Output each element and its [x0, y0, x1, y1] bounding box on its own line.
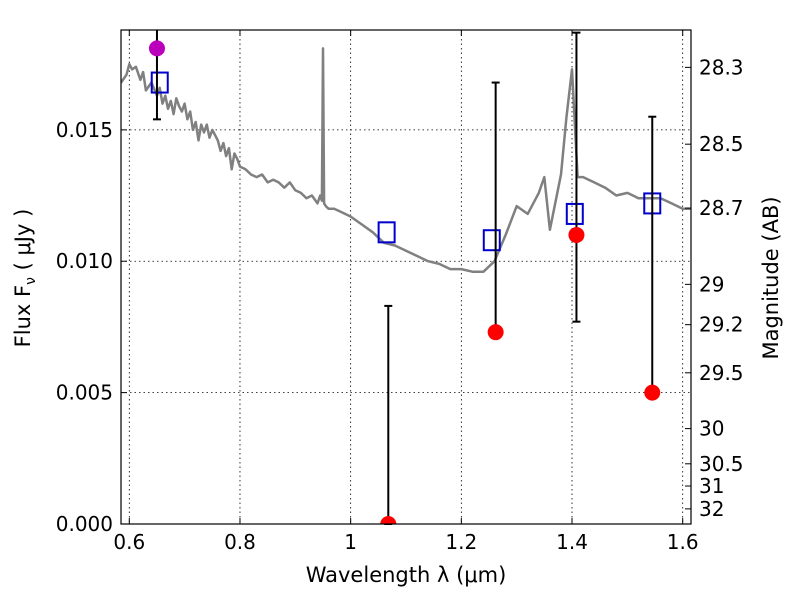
y-tick-label: 0.010: [56, 249, 113, 273]
mag-tick-label: 29: [699, 272, 724, 296]
x-tick-label: 0.8: [224, 530, 256, 554]
mag-tick-label: 29.2: [699, 313, 744, 337]
x-axis-title: Wavelength λ (μm): [306, 563, 507, 587]
x-tick-label: 0.6: [113, 530, 145, 554]
observed-point: [644, 384, 661, 401]
plot-frame: [120, 29, 692, 525]
y2-axis-title: Magnitude (AB): [759, 196, 783, 359]
x-tick-label: 1.4: [556, 530, 588, 554]
mag-tick-label: 30.5: [699, 452, 744, 476]
observed-point: [568, 226, 585, 243]
grid-lines: [121, 30, 691, 524]
y-tick-label: 0.015: [56, 118, 113, 142]
model-band-square: [482, 229, 501, 252]
mag-tick-label: 30: [699, 417, 724, 441]
mag-tick-label: 28.3: [699, 55, 744, 79]
mag-tick-label: 29.5: [699, 361, 744, 385]
mag-tick-label: 28.5: [699, 132, 744, 156]
y-axis-title-subscript: ν: [23, 277, 39, 285]
model-band-square: [150, 71, 169, 94]
y-tick-label: 0.000: [56, 512, 113, 536]
y-axis-title-main: Flux F: [11, 285, 35, 347]
x-tick-label: 1.2: [445, 530, 477, 554]
x-tick-label: 1.6: [667, 530, 699, 554]
mag-tick-label: 32: [699, 497, 724, 521]
spectrum-line: [121, 47, 691, 273]
model-band-square: [377, 221, 396, 244]
observed-point: [380, 516, 397, 524]
y-axis-title-unit: ( μJy ): [11, 209, 35, 277]
y-axis-title: Flux Fν ( μJy ): [11, 209, 39, 348]
mag-tick-label: 31: [699, 474, 724, 498]
y-tick-label: 0.005: [56, 381, 113, 405]
observed-point: [487, 324, 504, 341]
observed-point: [148, 40, 165, 57]
axis-ticks: 0.6 0.8 1 1.2 1.4 1.6 0.000 0.005 0.010 0.015 28.3…: [56, 30, 744, 554]
mag-tick-label: 28.7: [699, 196, 744, 220]
plot-area: [121, 30, 691, 525]
x-tick-label: 1: [344, 530, 357, 554]
model-band-square: [565, 202, 584, 225]
